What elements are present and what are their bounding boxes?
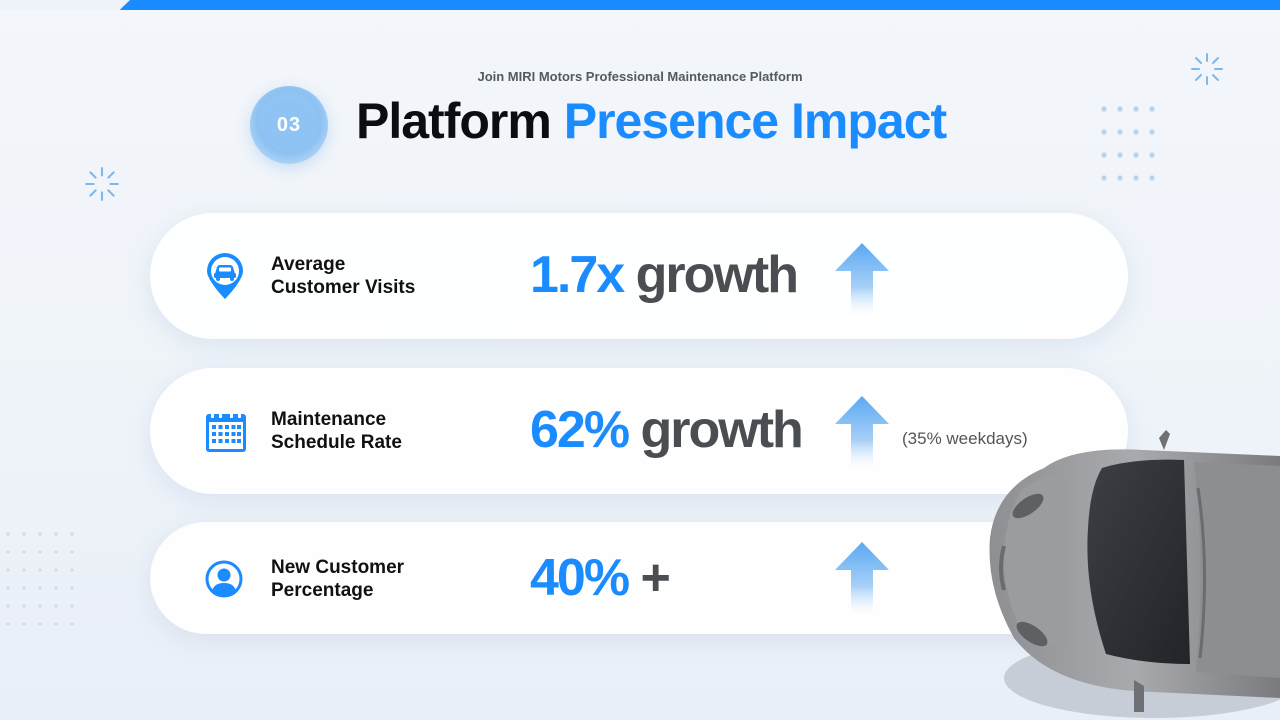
metric-number: 62% — [530, 401, 630, 459]
page-title: Platform Presence Impact — [356, 92, 947, 150]
metric-suffix: growth — [640, 401, 804, 459]
metric-label: New Customer Percentage — [271, 557, 405, 601]
dot-grid-decoration — [1101, 106, 1155, 181]
metric-value: 40% + — [530, 548, 671, 608]
metric-number: 1.7x — [530, 246, 625, 304]
sparkle-icon — [85, 167, 119, 201]
metric-value: 62% growth — [530, 400, 804, 460]
title-part-blue: Presence Impact — [563, 93, 947, 149]
metric-note: (35% weekdays) — [902, 429, 1028, 448]
section-number-badge: 03 — [250, 86, 328, 164]
up-arrow-icon — [835, 243, 889, 317]
title-part-dark: Platform — [356, 93, 552, 149]
metric-number: 40% — [530, 549, 630, 607]
location-car-icon — [207, 253, 243, 299]
metric-card-schedule-rate: Maintenance Schedule Rate 62% growth (35… — [150, 368, 1128, 494]
calendar-icon — [206, 410, 246, 452]
metric-value: 1.7x growth — [530, 245, 799, 305]
top-bar-notch — [0, 0, 130, 10]
car-illustration — [989, 430, 1280, 718]
section-number: 03 — [262, 98, 316, 152]
metric-label: Average Customer Visits — [271, 254, 416, 298]
dot-grid-decoration — [6, 532, 74, 626]
metric-suffix: + — [640, 549, 671, 607]
sparkle-icon — [1191, 53, 1223, 85]
metric-card-customer-visits: Average Customer Visits 1.7x growth — [150, 213, 1128, 339]
up-arrow-icon — [835, 396, 889, 470]
metric-card-new-customers: New Customer Percentage 40% + — [150, 522, 1128, 634]
top-accent-bar — [0, 0, 1280, 10]
up-arrow-icon — [835, 542, 889, 616]
user-icon — [205, 560, 243, 598]
metric-label: Maintenance Schedule Rate — [271, 409, 402, 453]
metric-suffix: growth — [635, 246, 799, 304]
subtitle: Join MIRI Motors Professional Maintenanc… — [477, 69, 803, 84]
